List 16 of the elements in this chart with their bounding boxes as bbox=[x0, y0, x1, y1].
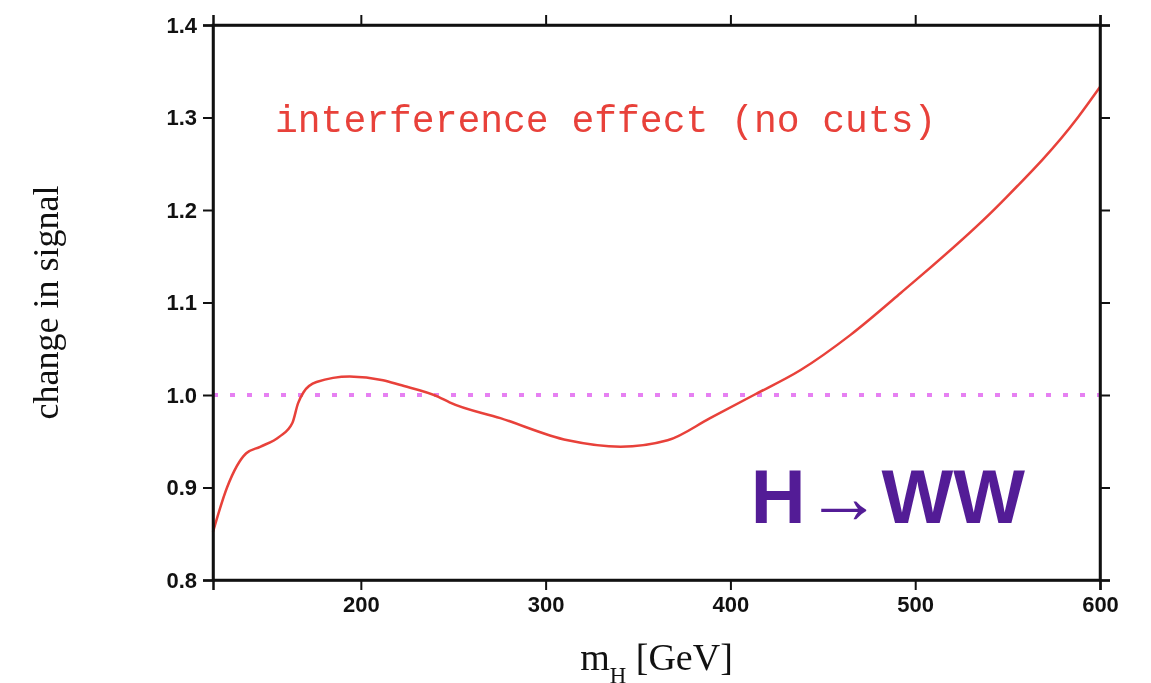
annotation: interference effect (no cuts) bbox=[275, 100, 937, 143]
y-tick-label: 1.2 bbox=[166, 197, 197, 223]
y-tick-label: 1.1 bbox=[166, 290, 197, 316]
x-tick-label: 400 bbox=[712, 591, 750, 617]
y-tick-label: 1.4 bbox=[166, 12, 198, 38]
x-tick-label: 300 bbox=[527, 591, 565, 617]
y-tick-label: 1.0 bbox=[166, 382, 197, 408]
x-tick-label: 600 bbox=[1082, 591, 1119, 617]
x-tick-label: 200 bbox=[342, 591, 380, 617]
annotation: H→WW bbox=[750, 454, 1026, 539]
y-tick-label: 1.3 bbox=[166, 105, 197, 131]
y-tick-label: 0.9 bbox=[166, 475, 197, 501]
y-axis-title: change in signal bbox=[26, 185, 66, 420]
x-axis-title: m$_{H}$ [GeV] bbox=[580, 636, 733, 683]
y-tick-label: 0.8 bbox=[166, 567, 197, 593]
x-tick-label: 500 bbox=[897, 591, 935, 617]
